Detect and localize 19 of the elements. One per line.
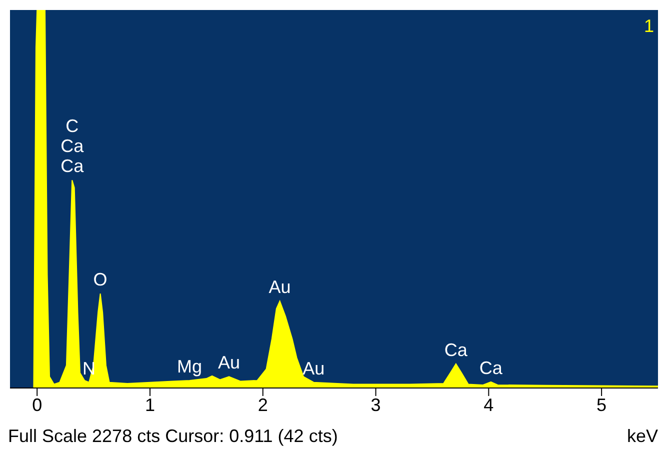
annotation: 1 — [644, 16, 654, 37]
annotation: Au — [268, 277, 291, 298]
x-tick-label: 2 — [258, 394, 268, 415]
annotation: O — [93, 270, 108, 290]
annotation: C — [66, 116, 79, 136]
annotation: Ca — [60, 136, 85, 156]
x-tick-label: 1 — [144, 394, 155, 415]
text: Full Scale 2278 cts Cursor: 0.911 (42 cts) — [8, 426, 338, 447]
x-axis-title: keV — [626, 426, 658, 447]
annotation: Au — [302, 358, 325, 378]
annotation: Ca — [60, 156, 85, 176]
x-tick-label: 4 — [484, 394, 494, 415]
annotation: Au — [218, 352, 240, 373]
annotation: Ca — [479, 358, 504, 378]
x-tick-label: 5 — [596, 394, 607, 415]
annotation: Mg — [176, 356, 202, 376]
x-tick-label: 3 — [370, 394, 381, 415]
x-tick-label: 0 — [32, 394, 42, 415]
annotation: Ca — [444, 340, 468, 360]
